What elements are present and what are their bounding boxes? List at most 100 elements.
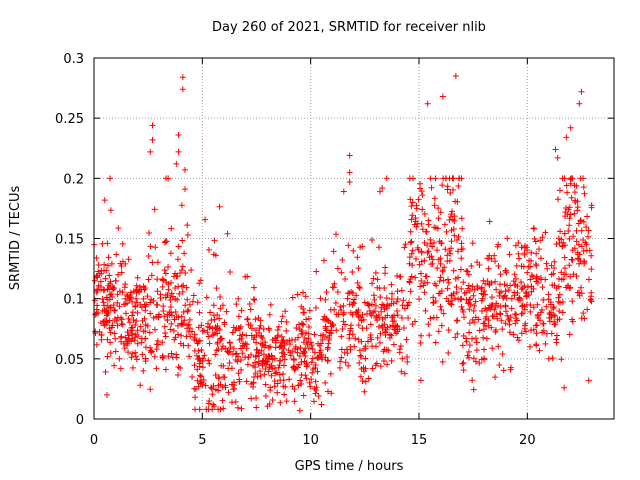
data-point	[459, 225, 466, 232]
data-point	[195, 348, 202, 355]
data-point	[111, 330, 118, 337]
data-point	[167, 326, 174, 333]
data-point	[510, 278, 517, 285]
data-point	[559, 298, 566, 305]
data-point	[537, 237, 544, 244]
data-point	[275, 323, 282, 330]
data-point	[277, 399, 284, 406]
data-point	[162, 238, 169, 245]
data-point	[352, 309, 359, 316]
data-point	[374, 334, 381, 341]
data-point	[219, 383, 226, 390]
data-point	[559, 309, 566, 316]
data-point	[104, 262, 111, 269]
data-point	[421, 257, 428, 264]
data-point	[192, 406, 199, 413]
data-point	[564, 189, 571, 196]
data-point	[243, 341, 250, 348]
data-point	[573, 182, 580, 189]
data-point	[515, 250, 522, 257]
data-point	[379, 184, 386, 191]
data-point	[256, 325, 263, 332]
data-point	[194, 356, 201, 363]
data-point	[269, 356, 276, 363]
data-point	[513, 311, 520, 318]
data-point	[112, 335, 119, 342]
data-point	[175, 363, 182, 370]
data-point	[581, 190, 588, 197]
data-point	[160, 354, 167, 361]
data-point	[295, 361, 302, 368]
data-point	[192, 394, 199, 401]
data-point	[469, 283, 476, 290]
data-point	[315, 354, 322, 361]
data-point	[195, 324, 202, 331]
data-point	[412, 318, 419, 325]
data-point	[174, 273, 181, 280]
data-point	[102, 368, 109, 375]
data-point	[230, 351, 236, 358]
data-point	[427, 236, 434, 243]
data-point	[159, 276, 166, 283]
data-point	[112, 348, 119, 355]
data-point	[244, 316, 251, 323]
data-point	[225, 349, 232, 356]
data-point	[459, 306, 466, 313]
data-point	[230, 345, 237, 352]
data-point	[324, 388, 331, 395]
data-point	[585, 227, 592, 234]
data-point	[191, 336, 198, 343]
data-point	[309, 369, 316, 376]
data-point	[562, 209, 569, 216]
data-point	[217, 305, 224, 312]
data-point	[219, 397, 226, 404]
data-point	[340, 318, 347, 325]
data-point	[469, 316, 476, 323]
data-point	[506, 329, 513, 336]
data-point	[132, 334, 139, 341]
data-point	[435, 328, 442, 335]
data-point	[296, 353, 303, 360]
data-point	[131, 337, 138, 344]
data-point	[154, 276, 161, 283]
data-point	[155, 314, 162, 321]
data-point	[441, 264, 448, 271]
data-point	[510, 331, 517, 338]
data-point	[526, 257, 533, 264]
data-point	[216, 326, 223, 333]
y-tick-label: 0.1	[63, 293, 84, 308]
data-point	[199, 364, 206, 371]
data-point	[552, 312, 559, 319]
data-point	[268, 362, 275, 369]
data-point	[164, 292, 171, 299]
data-point	[446, 217, 453, 224]
data-point	[461, 314, 468, 321]
data-point	[427, 240, 434, 247]
data-point	[567, 124, 574, 131]
data-point	[394, 288, 401, 295]
data-point	[557, 299, 564, 306]
data-point	[338, 269, 345, 276]
data-point	[245, 321, 252, 328]
data-point	[494, 243, 501, 250]
data-point	[442, 175, 449, 182]
data-point	[439, 358, 446, 365]
data-point	[106, 317, 113, 324]
data-point	[502, 302, 509, 309]
data-point	[114, 291, 121, 298]
data-point	[338, 307, 345, 314]
data-point	[230, 324, 237, 331]
data-point	[424, 249, 431, 256]
data-point	[142, 285, 149, 292]
data-point	[105, 282, 112, 289]
data-point	[165, 353, 172, 360]
data-point	[467, 296, 474, 303]
data-point	[532, 322, 539, 329]
data-point	[451, 213, 458, 220]
data-point	[472, 298, 479, 305]
data-point	[440, 310, 447, 317]
data-point	[488, 255, 495, 262]
y-axis-ticks: 0 0.05 0.1 0.15 0.2 0.25 0.3	[55, 52, 614, 428]
data-point	[173, 351, 180, 358]
data-point	[323, 327, 330, 334]
